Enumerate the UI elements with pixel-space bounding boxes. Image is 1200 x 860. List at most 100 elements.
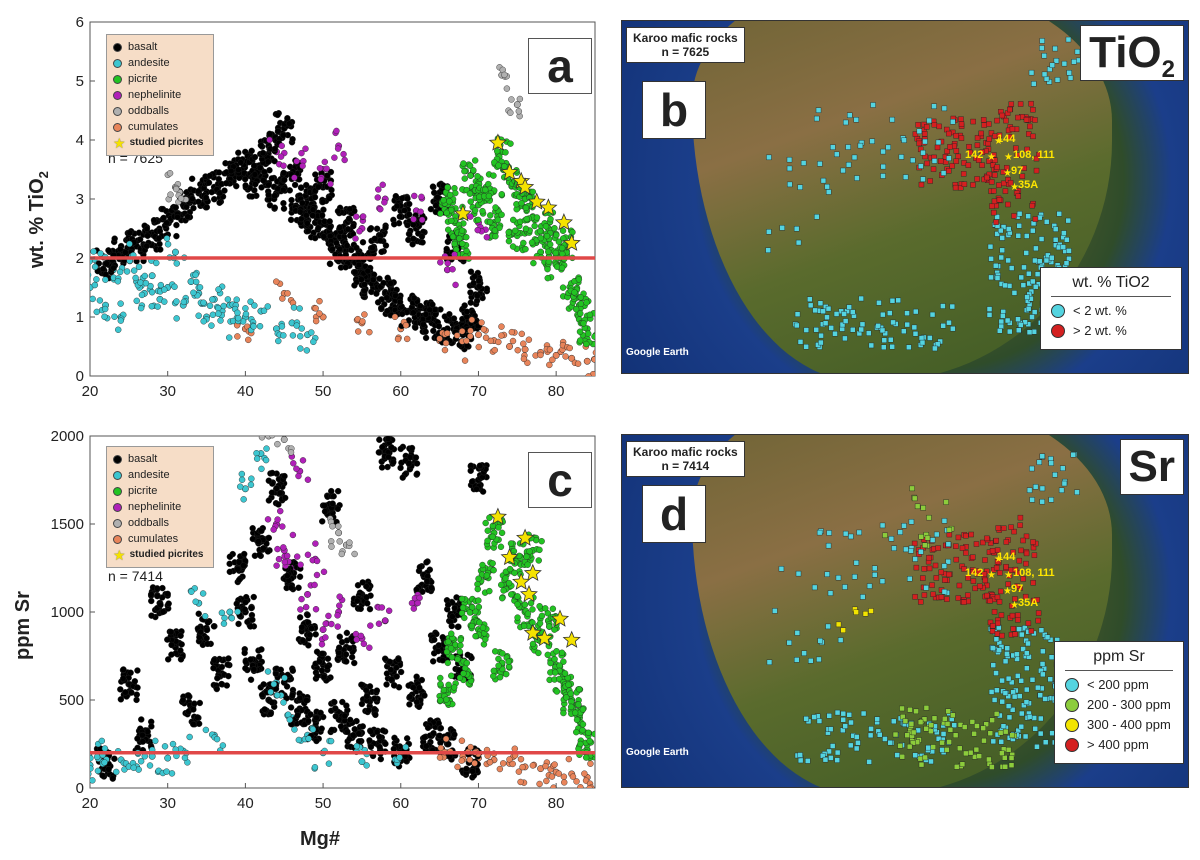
map-sample-point — [980, 539, 986, 546]
cloud-point-basalt — [328, 487, 335, 495]
map-sample-point — [940, 323, 946, 329]
map-sample-point — [903, 546, 909, 553]
cloud-point-andesite — [157, 281, 165, 289]
cloud-point-basalt — [233, 182, 240, 190]
map-sample-point — [944, 148, 950, 154]
cloud-point-picrite — [522, 225, 530, 232]
map-sample-point — [1044, 634, 1051, 640]
cloud-point-picrite — [573, 716, 581, 724]
map-sample-point — [820, 308, 826, 315]
cloud-point-oddballs — [508, 96, 515, 103]
map-sample-point — [1039, 45, 1045, 51]
cloud-point-andesite — [264, 303, 271, 310]
map-sample-point — [795, 239, 802, 246]
point-cumulates — [552, 351, 560, 359]
cloud-point-andesite — [173, 315, 180, 322]
map-sample-point — [963, 550, 969, 556]
cloud-point-basalt — [369, 244, 376, 252]
map-sample-point — [1061, 480, 1068, 487]
map-sample-point — [990, 209, 997, 216]
map-sample-point — [940, 170, 947, 176]
cloud-point-andesite — [180, 298, 187, 306]
cloud-point-nephelinite — [317, 176, 325, 183]
cloud-point-basalt — [276, 489, 284, 497]
cloud-point-basalt — [430, 730, 437, 737]
map-sample-point — [988, 274, 994, 281]
cloud-point-picrite — [546, 623, 553, 630]
cloud-point-picrite — [559, 235, 567, 242]
cloud-point-basalt — [250, 593, 257, 601]
cloud-point-cumulates — [495, 338, 502, 346]
map-sample-point — [857, 142, 864, 149]
cloud-point-basalt — [283, 683, 291, 690]
map-sample-point — [941, 105, 948, 112]
cloud-point-cumulates — [441, 346, 449, 354]
map-sample-point — [989, 628, 996, 634]
map-sample-point — [915, 727, 921, 734]
cloud-point-andesite — [402, 743, 409, 751]
y-tick-label: 0 — [76, 368, 84, 385]
cloud-point-andesite — [101, 759, 108, 766]
map-sample-point — [1024, 294, 1030, 300]
map-sample-point — [949, 163, 956, 169]
site-star-icon: ★ — [987, 152, 996, 163]
cloud-point-basalt — [373, 225, 381, 232]
cloud-point-nephelinite — [378, 604, 386, 611]
cloud-point-picrite — [467, 198, 474, 205]
map-sample-point — [988, 689, 995, 695]
cloud-point-oddballs — [167, 191, 174, 198]
x-axis-label-c: Mg# — [300, 828, 340, 850]
map-sample-point — [958, 121, 965, 127]
cloud-point-andesite — [93, 308, 100, 316]
map-sample-point — [949, 303, 956, 310]
map-sample-point — [920, 149, 926, 156]
cloud-point-basalt — [317, 709, 324, 717]
cloud-point-cumulates — [234, 333, 241, 340]
cloud-point-basalt — [434, 194, 441, 201]
cloud-point-basalt — [318, 667, 326, 674]
cloud-point-basalt — [346, 645, 354, 652]
map-sample-point — [1035, 617, 1041, 624]
map-sample-point — [1056, 211, 1062, 217]
map-sample-point — [794, 630, 801, 636]
cloud-point-picrite — [521, 601, 529, 608]
map-sample-point — [996, 598, 1003, 605]
legend-item-basalt: basalt — [113, 39, 207, 55]
map-sample-point — [885, 144, 891, 151]
cloud-point-basalt — [401, 207, 408, 214]
map-sample-point — [897, 529, 903, 535]
cloud-point-basalt — [277, 666, 285, 674]
map-sample-point — [1015, 114, 1021, 121]
cloud-point-basalt — [282, 494, 289, 502]
cloud-point-basalt — [122, 249, 129, 256]
panel-c: 20 30 40 50 60 70 80 0 500 1000 1500 2000 c n = 741… — [0, 420, 605, 860]
series-studied-picrites — [453, 133, 581, 251]
map-sample-point — [912, 556, 918, 562]
map-sample-point — [868, 726, 874, 732]
cloud-point-picrite — [583, 299, 590, 306]
map-legend-label: < 2 wt. % — [1073, 303, 1127, 318]
cloud-point-picrite — [445, 681, 452, 689]
map-sample-point — [918, 181, 925, 188]
cloud-point-basalt — [256, 164, 264, 172]
cloud-point-basalt — [343, 702, 350, 709]
map-sample-point — [1014, 152, 1021, 159]
map-sample-point — [1042, 739, 1049, 745]
legend-label: cumulates — [128, 533, 179, 545]
cloud-point-basalt — [351, 726, 358, 733]
map-sample-point — [987, 598, 993, 604]
cloud-point-basalt — [314, 672, 321, 680]
map-sample-point — [894, 752, 900, 758]
cloud-point-basalt — [269, 469, 276, 477]
map-sample-point — [899, 714, 906, 720]
map-sample-point — [931, 122, 938, 128]
point-oddballs — [513, 101, 521, 109]
cloud-point-basalt — [303, 181, 310, 189]
cloud-point-andesite — [253, 450, 260, 457]
map-sample-point — [1029, 465, 1035, 472]
cloud-point-nephelinite — [352, 235, 359, 242]
cloud-point-basalt — [138, 716, 145, 723]
map-sample-point — [1066, 248, 1072, 254]
map-sample-point — [889, 116, 895, 123]
